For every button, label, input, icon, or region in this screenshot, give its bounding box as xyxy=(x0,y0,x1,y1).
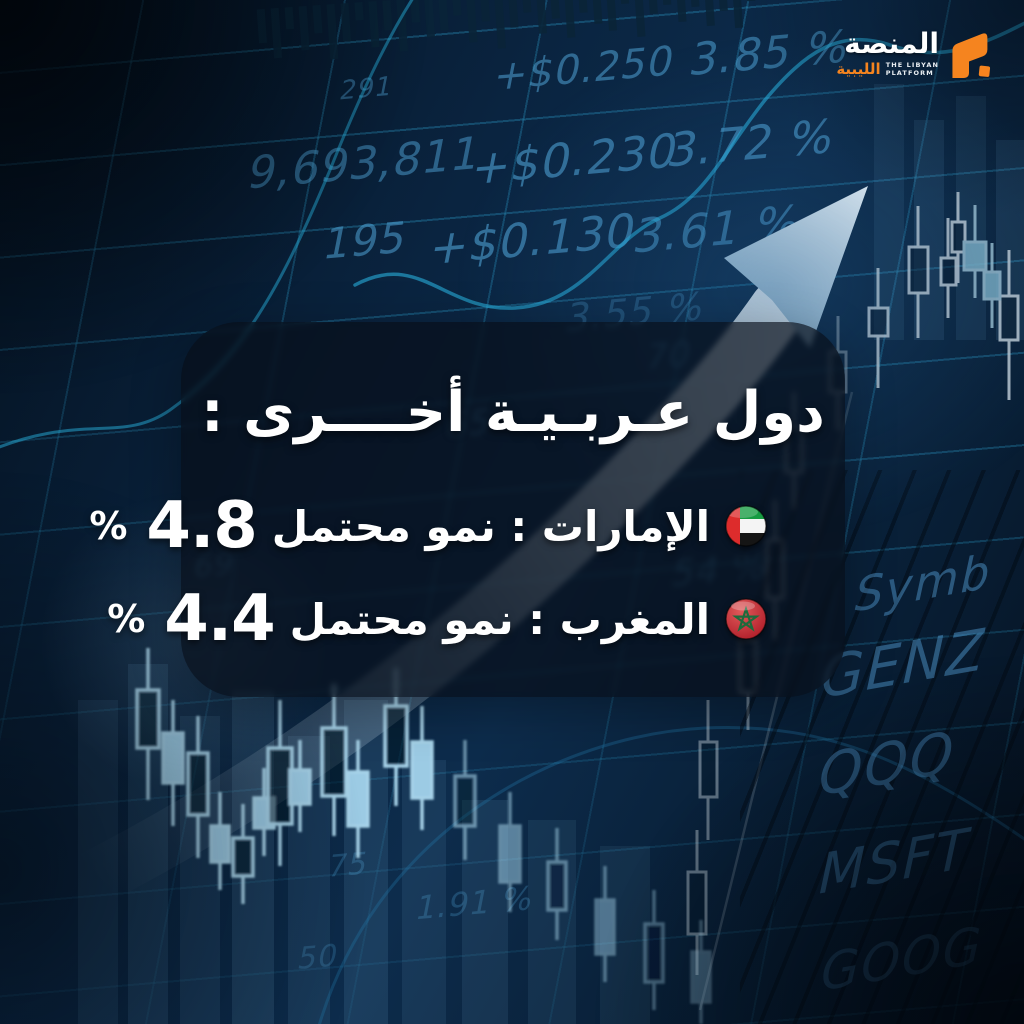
card-title: دول عـربـيـة أخــــرى : xyxy=(201,380,825,445)
brand-name-arabic: المنصة xyxy=(844,27,939,60)
morocco-growth-value: 4.4 xyxy=(164,582,275,656)
brand-sub-arabic: الليبية xyxy=(836,59,881,78)
growth-row-uae: الإمارات : نمو محتمل 4.8 % xyxy=(89,494,767,558)
uae-growth-unit: % xyxy=(89,504,128,548)
morocco-growth-text: المغرب : نمو محتمل xyxy=(289,594,710,644)
uae-growth-value: 4.8 xyxy=(146,489,257,563)
brand-tagline: THE LIBYAN PLATFORM xyxy=(885,61,939,78)
uae-growth-text: الإمارات : نمو محتمل xyxy=(271,501,710,551)
info-card: دول عـربـيـة أخــــرى : الإمارات : نمو م… xyxy=(89,322,845,697)
growth-row-morocco: المغرب : نمو محتمل 4.4 % xyxy=(107,587,767,651)
morocco-growth-unit: % xyxy=(107,597,146,641)
brand-logo: المنصة الليبية THE LIBYAN PLATFORM xyxy=(836,30,992,84)
brand-mark-icon xyxy=(946,30,992,84)
morocco-flag-icon xyxy=(725,598,767,640)
uae-flag-icon xyxy=(725,505,767,547)
